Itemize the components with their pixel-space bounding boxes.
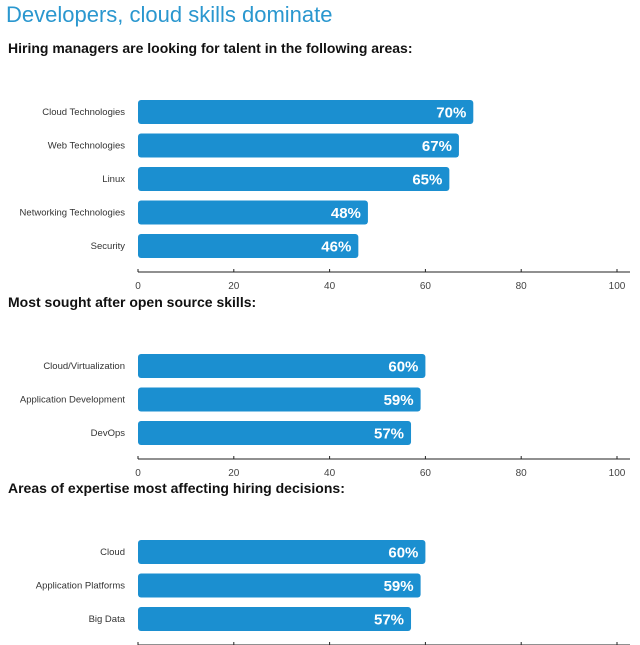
data-label: 59% xyxy=(384,392,414,409)
bar xyxy=(138,387,421,412)
data-label: 67% xyxy=(422,138,452,155)
bar xyxy=(138,200,368,225)
x-tick-label: 60 xyxy=(420,281,432,292)
category-label: Linux xyxy=(102,174,125,185)
x-tick-label: 40 xyxy=(324,468,336,479)
category-label: Application Development xyxy=(20,395,125,406)
bar-chart-svg: Cloud 60% Application Platforms 59% Big Data… xyxy=(36,540,630,645)
bar xyxy=(138,234,359,258)
category-label: Big Data xyxy=(89,614,126,625)
page-title: Developers, cloud skills dominate xyxy=(6,2,333,27)
data-label: 60% xyxy=(388,545,418,562)
data-label: 59% xyxy=(384,578,414,595)
category-label: Cloud/Virtualization xyxy=(43,361,125,372)
bar-chart-svg: Cloud Technologies 70% Web Technologies 67%… xyxy=(20,100,630,292)
x-tick-label: 40 xyxy=(324,281,336,292)
category-label: Application Platforms xyxy=(36,581,125,592)
bar xyxy=(138,607,412,631)
data-label: 60% xyxy=(388,359,418,376)
category-label: Security xyxy=(91,241,126,252)
x-tick-label: 20 xyxy=(228,281,240,292)
category-label: Web Technologies xyxy=(48,141,126,152)
bar-chart-svg: Cloud/Virtualization 60% Application Devel… xyxy=(20,354,630,479)
x-tick-label: 20 xyxy=(228,468,240,479)
category-label: DevOps xyxy=(91,428,126,439)
x-tick-label: 100 xyxy=(609,468,626,479)
data-label: 46% xyxy=(321,239,351,256)
data-label: 65% xyxy=(412,172,442,189)
data-label: 48% xyxy=(331,205,361,222)
x-tick-label: 80 xyxy=(516,468,528,479)
chart-hiring-managers: Hiring managers are looking for talent i… xyxy=(0,40,640,292)
bar xyxy=(138,540,426,564)
x-tick-label: 100 xyxy=(609,281,626,292)
chart-title: Areas of expertise most affecting hiring… xyxy=(8,480,345,496)
x-tick-label: 80 xyxy=(516,281,528,292)
bar xyxy=(138,573,421,598)
data-label: 57% xyxy=(374,612,404,629)
data-label: 57% xyxy=(374,426,404,443)
category-label: Networking Technologies xyxy=(20,208,126,219)
category-label: Cloud Technologies xyxy=(42,107,125,118)
x-tick-label: 0 xyxy=(135,468,141,479)
x-tick-label: 60 xyxy=(420,468,432,479)
chart-expertise-areas: Areas of expertise most affecting hiring… xyxy=(0,480,640,645)
bar xyxy=(138,133,459,158)
chart-title: Most sought after open source skills: xyxy=(8,294,257,310)
bar xyxy=(138,421,412,445)
bar xyxy=(138,354,426,378)
data-label: 70% xyxy=(436,105,466,122)
bar xyxy=(138,100,474,124)
category-label: Cloud xyxy=(100,547,125,558)
x-tick-label: 0 xyxy=(135,281,141,292)
chart-title: Hiring managers are looking for talent i… xyxy=(8,40,413,56)
bar xyxy=(138,167,450,191)
chart-open-source-skills: Most sought after open source skills: Cl… xyxy=(0,294,640,479)
